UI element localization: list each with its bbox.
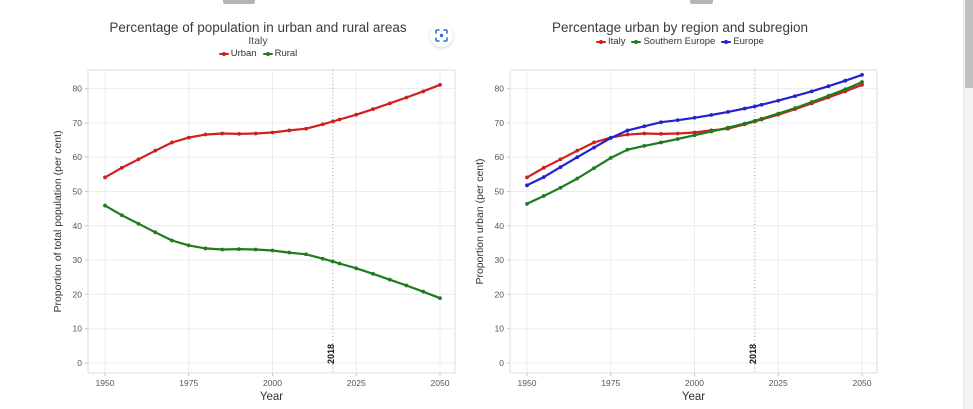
svg-text:20: 20: [495, 289, 505, 299]
legend-marker-icon: [262, 51, 273, 57]
vline-year-label: 2018: [326, 344, 336, 364]
svg-text:70: 70: [495, 118, 505, 128]
legend[interactable]: Italy Southern Europe Europe: [470, 36, 890, 49]
svg-text:60: 60: [495, 152, 505, 162]
legend-item[interactable]: Europe: [721, 36, 764, 48]
svg-text:0: 0: [77, 358, 82, 368]
svg-text:40: 40: [495, 221, 505, 231]
legend-marker-icon: [721, 39, 732, 45]
svg-text:0: 0: [499, 358, 504, 368]
vline-year-label: 2018: [748, 344, 758, 364]
ui-artifact: [690, 0, 713, 4]
legend-item[interactable]: Urban: [218, 48, 257, 60]
scan-focus-icon: [435, 29, 448, 42]
svg-text:70: 70: [73, 118, 83, 128]
legend-label: Italy: [608, 36, 626, 47]
ui-artifact: [223, 0, 255, 4]
svg-text:20: 20: [73, 289, 83, 299]
svg-text:50: 50: [495, 187, 505, 197]
svg-text:2050: 2050: [853, 378, 872, 388]
svg-text:10: 10: [495, 324, 505, 334]
svg-text:1975: 1975: [179, 378, 198, 388]
svg-text:50: 50: [73, 187, 83, 197]
svg-text:2050: 2050: [431, 378, 450, 388]
svg-text:Proportion urban (per cent): Proportion urban (per cent): [474, 158, 486, 284]
svg-text:40: 40: [73, 221, 83, 231]
legend-item[interactable]: Southern Europe: [631, 36, 715, 48]
legend-label: Europe: [733, 36, 764, 47]
svg-text:30: 30: [73, 255, 83, 265]
chart-subtitle: Italy: [248, 35, 268, 47]
chart-header: Percentage of population in urban and ru…: [48, 20, 468, 61]
svg-text:1975: 1975: [601, 378, 620, 388]
scan-button[interactable]: [430, 24, 453, 47]
chart-title: Percentage of population in urban and ru…: [109, 20, 407, 35]
svg-text:80: 80: [495, 84, 505, 94]
legend-label: Rural: [274, 48, 298, 59]
svg-text:2000: 2000: [263, 378, 282, 388]
svg-text:Year: Year: [260, 391, 283, 403]
legend-marker-icon: [631, 39, 642, 45]
svg-text:10: 10: [73, 324, 83, 334]
svg-text:2000: 2000: [685, 378, 704, 388]
legend-marker-icon: [218, 51, 229, 57]
svg-text:30: 30: [495, 255, 505, 265]
svg-text:Year: Year: [682, 391, 705, 403]
legend-label: Southern Europe: [643, 36, 716, 47]
svg-text:Proportion of total population: Proportion of total population (per cent…: [52, 130, 64, 312]
svg-text:1950: 1950: [518, 378, 537, 388]
svg-text:2025: 2025: [769, 378, 788, 388]
chart-header: Percentage urban by region and subregion…: [470, 20, 890, 49]
urban-rural-plot: 0 10 20 30 40 50 60 70 80 1950 1975 2000 2025 2050 201…: [52, 69, 456, 403]
svg-text:80: 80: [73, 84, 83, 94]
vertical-scrollbar-thumb[interactable]: [965, 0, 973, 88]
legend-item[interactable]: Italy: [596, 36, 625, 48]
legend-item[interactable]: Rural: [262, 48, 298, 60]
region-subregion-chart: Percentage urban by region and subregion…: [470, 20, 890, 406]
svg-text:2025: 2025: [347, 378, 366, 388]
chart-title: Percentage urban by region and subregion: [552, 20, 808, 35]
urban-rural-chart: Percentage of population in urban and ru…: [48, 20, 468, 406]
svg-text:1950: 1950: [96, 378, 115, 388]
vertical-scrollbar-track[interactable]: [963, 0, 973, 409]
legend[interactable]: Urban Rural: [48, 48, 468, 61]
legend-label: Urban: [230, 48, 257, 59]
legend-marker-icon: [596, 39, 607, 45]
region-subregion-plot: 0 10 20 30 40 50 60 70 80 1950 1975 2000 2025 2050 201…: [474, 69, 878, 403]
svg-text:60: 60: [73, 152, 83, 162]
